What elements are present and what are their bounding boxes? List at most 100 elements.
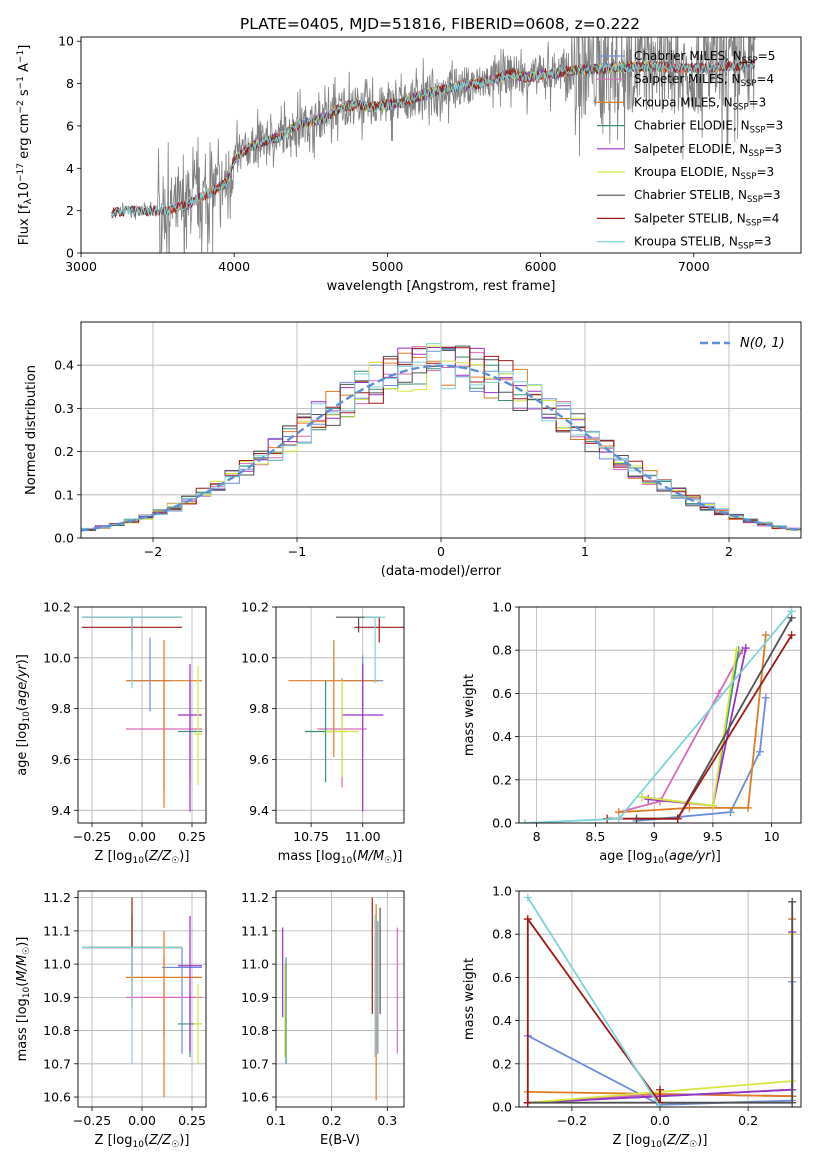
y-tick-label: 9.8 — [51, 701, 71, 716]
weight-marker — [656, 1103, 664, 1107]
x-tick-label: 0.00 — [128, 1113, 156, 1128]
y-tick-label: 0.4 — [492, 729, 512, 744]
weight-marker — [714, 689, 723, 698]
y-tick-label: 11.0 — [241, 957, 269, 972]
x-tick-label: 0.00 — [128, 829, 156, 844]
axes-mass-vs-ebv: 0.1 0.2 0.3 10.6 10.7 10.8 10.9 11.0 11.1 11.2 E(B… — [241, 890, 405, 1148]
weight-series-line — [607, 634, 793, 820]
axes-mass-vs-Z: −0.25 0.00 0.25 10.6 10.7 10.8 10.9 11.0 11.1 11.… — [15, 890, 207, 1150]
y-tick-label: 10.7 — [241, 1056, 269, 1071]
y-tick-label: 0.1 — [54, 487, 74, 502]
x-tick-label: 0.1 — [266, 1113, 286, 1128]
x-tick-label: 9.5 — [703, 829, 723, 844]
y-tick-label: 10.8 — [43, 1023, 71, 1038]
y-tick-label: 1.0 — [492, 884, 512, 899]
weight-series-line — [618, 649, 744, 814]
axes-age-vs-Z: −0.25 0.00 0.25 9.4 9.6 9.8 10.0 10.2 Z [log10(Z… — [15, 600, 207, 866]
axes-spectrum: 3000 4000 5000 6000 7000 0 2 4 6 8 10 Chabrier MILE… — [16, 34, 802, 294]
weight-series-line — [526, 916, 661, 1106]
legend-label: Salpeter MILES, NSSP=4 — [634, 72, 774, 89]
legend-label: Chabrier MILES, NSSP=5 — [634, 49, 775, 66]
y-tick-label: 11.1 — [241, 923, 269, 938]
x-tick-label: −0.25 — [73, 1113, 111, 1128]
axes-frame — [80, 321, 802, 539]
weight-marker — [673, 814, 682, 823]
y-tick-label: 0.2 — [492, 1056, 512, 1071]
x-tick-label: 0 — [437, 544, 445, 559]
weight-marker — [787, 607, 796, 616]
histogram-series — [81, 343, 801, 538]
y-tick-label: 10.7 — [43, 1056, 71, 1071]
y-tick-label: 10.2 — [43, 600, 71, 615]
y-tick-label: 10 — [58, 34, 74, 49]
legend-label: Kroupa ELODIE, NSSP=3 — [634, 165, 774, 182]
weight-marker — [741, 644, 750, 653]
x-axis-label: (data-model)/error — [381, 564, 502, 579]
weight-marker — [614, 814, 623, 823]
axes-residuals: −2 −1 0 1 2 0.0 0.1 0.2 0.3 0.4 N(0, 1) (data-model… — [24, 321, 802, 579]
weight-series-line — [636, 697, 767, 822]
y-tick-label: 6 — [66, 118, 74, 133]
weight-marker — [520, 819, 529, 823]
weight-marker — [788, 1098, 797, 1107]
y-tick-label: 10.9 — [241, 990, 269, 1005]
y-tick-label: 11.2 — [241, 890, 269, 905]
y-tick-label: 0.3 — [54, 401, 74, 416]
legend-label: Chabrier ELODIE, NSSP=3 — [634, 119, 783, 136]
y-tick-label: 0.4 — [54, 358, 74, 373]
weight-series-line — [527, 901, 794, 1104]
y-tick-label: 9.6 — [51, 752, 71, 767]
weight-series-line — [524, 610, 793, 823]
legend-label: Kroupa STELIB, NSSP=3 — [634, 235, 772, 252]
y-tick-label: 0.4 — [492, 1013, 512, 1028]
weight-marker — [644, 795, 653, 804]
axes-frame — [518, 606, 802, 824]
legend-label: N(0, 1) — [740, 336, 785, 351]
weight-marker — [755, 747, 764, 756]
errorbar-plot-area — [82, 616, 202, 812]
x-tick-label: −1 — [288, 544, 306, 559]
y-tick-label: 0.2 — [492, 772, 512, 787]
weight-marker — [638, 793, 647, 802]
x-axis-label: E(B-V) — [320, 1133, 360, 1148]
weight-marker — [732, 646, 741, 655]
y-tick-label: 9.4 — [249, 803, 269, 818]
axes-frame — [275, 890, 405, 1108]
x-tick-label: 4000 — [218, 259, 250, 274]
weight-marker — [726, 808, 735, 817]
errorbar-plot-area — [82, 897, 202, 1098]
errorbar-plot-area — [282, 897, 398, 1101]
x-axis-label: age [log10(age/yr)] — [599, 849, 721, 866]
axes-weight-vs-Z: −0.2 0.0 0.2 0.0 0.2 0.4 0.6 0.8 1.0 Z [log10(Z/Z… — [462, 884, 802, 1150]
y-tick-label: 2 — [66, 203, 74, 218]
y-axis-label: mass [log10(M/M☉)] — [15, 937, 32, 1062]
weight-marker — [523, 1098, 532, 1107]
x-tick-label: 6000 — [525, 259, 557, 274]
y-tick-label: 11.1 — [43, 923, 71, 938]
y-tick-label: 9.4 — [51, 803, 71, 818]
weight-series-line — [618, 635, 767, 814]
y-axis-label: Flux [fλ10−17 erg cm−2 s−1 A−1] — [16, 45, 34, 246]
y-tick-label: 10.0 — [241, 650, 269, 665]
y-tick-label: 0.0 — [54, 531, 74, 546]
x-tick-label: −2 — [144, 544, 162, 559]
weight-marker — [787, 631, 796, 640]
figure-title: PLATE=0405, MJD=51816, FIBERID=0608, z=0… — [240, 15, 640, 33]
y-axis-label: mass weight — [462, 674, 477, 756]
errorbar-plot-area — [288, 616, 404, 812]
x-tick-label: −0.25 — [73, 829, 111, 844]
y-axis-label: mass weight — [462, 958, 477, 1040]
y-tick-label: 0.6 — [492, 970, 512, 985]
weight-marker — [761, 693, 770, 702]
weight-marker — [523, 915, 532, 924]
x-axis-label: Z [log10(Z/Z☉)] — [95, 1133, 190, 1150]
y-tick-label: 0 — [66, 246, 74, 261]
weight-plot-area — [523, 893, 797, 1107]
y-tick-label: 0.6 — [492, 686, 512, 701]
axes-frame — [80, 36, 802, 254]
x-tick-label: 0.0 — [650, 1113, 670, 1128]
x-tick-label: 0.2 — [322, 1113, 342, 1128]
x-tick-label: 10 — [764, 829, 780, 844]
x-tick-label: 8 — [533, 829, 541, 844]
